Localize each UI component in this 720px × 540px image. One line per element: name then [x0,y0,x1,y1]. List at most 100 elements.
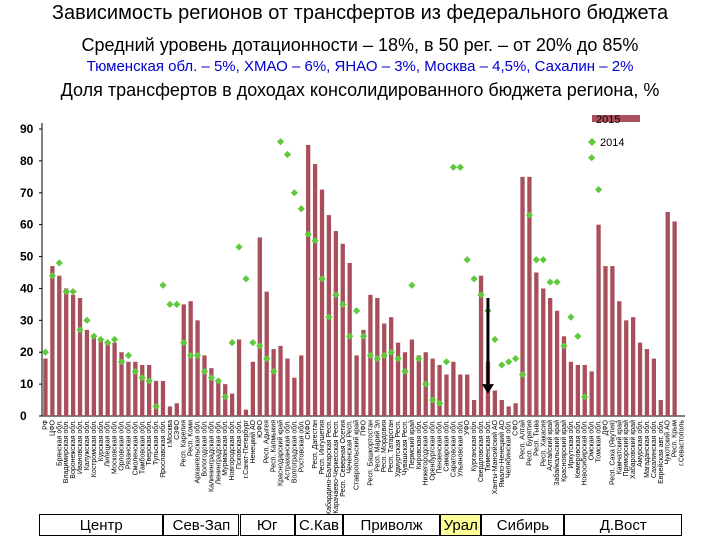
bar-2015 [395,342,401,416]
marker-2014 [346,332,354,340]
bar-2015 [402,352,408,416]
y-tick-label: 20 [20,345,34,359]
category-label: СКФО [305,419,312,439]
category-label: Кабардино-Балкарская Респ. [325,420,333,514]
bar-2015 [409,339,415,416]
category-label: Тюменская обл. [484,420,492,472]
marker-2014 [221,393,229,401]
marker-2014 [235,243,243,251]
category-label: Калининградская обл. [207,420,215,492]
category-label: Респ. Калмыкия [271,420,278,472]
bar-2015 [126,361,131,416]
category-label: Респ. Тыва [533,420,540,456]
category-label: СФО [513,419,520,435]
category-label: Респ. Саха (Якутия) [609,420,616,485]
category-label: Саратовская обл. [449,420,457,477]
bar-2015 [229,393,235,416]
category-label: Красноярский край [560,420,568,482]
marker-2014 [76,326,84,334]
category-label: Камчатский край [615,420,623,474]
bar-2015 [181,304,186,416]
bar-2015 [112,342,117,416]
bar-2015 [216,380,221,416]
subtitle-average: Средний уровень дотационности – 18%, в 5… [81,35,639,55]
category-label: Респ. Татарстан [388,420,395,473]
marker-2014 [276,138,285,146]
marker-2014 [117,358,126,366]
category-label: Респ. Коми [188,420,195,456]
category-label: Респ. Бурятия [526,420,533,466]
annotation-arrow-head [481,384,494,394]
category-label: ЦФО [49,419,56,436]
bar-2015 [444,374,449,416]
marker-2014 [41,348,50,356]
category-label: Мурманская обл. [221,420,229,476]
marker-2014 [525,211,534,219]
bar-2015 [147,364,152,416]
bar-2015 [506,406,511,416]
category-label: Кемеровская обл. [574,420,582,478]
category-label: Курская обл. [97,420,105,461]
marker-2014 [505,358,513,366]
category-label: Хабаровский край [629,420,637,479]
marker-2014 [498,361,506,369]
category-label: Респ. Крым [672,420,679,457]
marker-2014 [435,399,444,407]
bar-2015 [603,266,608,416]
category-label: Ростовская обл. [297,420,305,472]
bar-2015 [167,406,173,416]
marker-2014 [352,307,361,315]
bar-2015 [451,361,456,416]
marker-2014 [588,154,596,162]
bar-2015 [471,400,477,416]
marker-2014 [270,367,278,375]
category-label: Приморский край [622,420,630,477]
category-label: Воронежская обл. [69,420,77,479]
bar-2015 [105,342,110,416]
bar-2015 [520,176,525,416]
marker-2014 [442,358,451,366]
marker-2014 [242,275,250,283]
bar-2015 [416,355,421,416]
marker-2014 [83,316,91,324]
category-label: Карачаево-Черкесская Респ. [333,420,340,514]
marker-2014 [456,163,464,171]
bar-2015 [174,403,179,416]
marker-2014 [145,377,153,385]
marker-2014 [297,205,305,213]
category-label: Оренбургская обл. [429,420,437,481]
marker-2014 [373,355,381,363]
marker-2014 [138,374,146,382]
category-label: ПФО [361,419,368,435]
category-label: Самарская обл. [442,420,450,472]
district-label: Сибирь [481,514,565,536]
marker-2014 [532,256,540,264]
marker-2014 [159,281,167,289]
marker-2014 [304,230,312,238]
category-label: Респ. Карелия [181,420,188,467]
category-label: ДФО [602,419,609,435]
category-label: Пермский край [408,420,416,469]
y-tick-label: 50 [20,250,34,264]
marker-2014 [394,355,402,363]
bar-2015 [513,403,518,416]
marker-2014 [256,342,264,350]
bar-2015 [202,355,207,416]
bar-2015 [153,380,159,416]
category-label: Краснодарский край [277,420,285,486]
bar-2015 [299,355,304,416]
marker-2014 [97,335,105,344]
marker-2014 [311,237,319,245]
bar-2015 [651,358,657,416]
marker-2014 [200,367,209,375]
category-label: Ямало-Ненецкий АО [498,419,506,487]
bar-2015 [43,358,48,416]
marker-2014 [518,370,527,379]
bar-2015 [465,374,470,416]
category-label: г.Санкт-Петербург [242,420,250,479]
marker-2014 [228,339,236,347]
bar-2015 [271,349,276,416]
category-label: Ставропольский край [353,420,361,490]
marker-2014 [193,351,202,360]
bar-2015 [430,358,435,416]
